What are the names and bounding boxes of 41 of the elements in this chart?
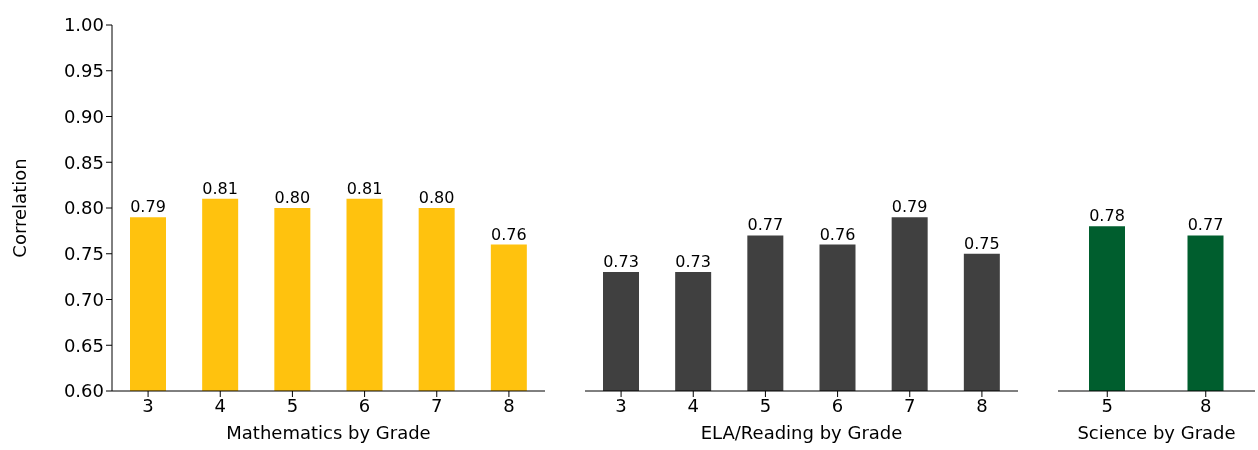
- x-tick-label: 4: [214, 394, 226, 416]
- y-axis-title: Correlation: [9, 158, 31, 258]
- data-label: 0.77: [747, 215, 784, 235]
- data-label: 0.81: [346, 178, 383, 198]
- y-tick-label: 0.60: [63, 380, 104, 402]
- x-tick-label: 6: [358, 394, 371, 416]
- x-tick-label: 3: [615, 394, 627, 416]
- y-tick-label: 0.70: [63, 288, 104, 310]
- data-label: 0.80: [274, 188, 311, 207]
- y-tick-label: 0.95: [63, 60, 104, 82]
- x-tick-label: 5: [1101, 394, 1113, 416]
- y-tick-label: 0.80: [63, 197, 104, 219]
- data-label: 0.75: [964, 233, 1000, 253]
- y-tick-label: 0.90: [63, 105, 104, 127]
- x-tick-label: 5: [759, 394, 772, 416]
- data-label: 0.81: [202, 178, 238, 198]
- x-tick-label: 8: [976, 394, 988, 416]
- x-tick-label: 7: [904, 394, 916, 416]
- data-label: 0.73: [675, 252, 711, 272]
- x-tick-label: 6: [831, 394, 844, 416]
- data-label: 0.79: [891, 197, 928, 217]
- x-tick-label: 7: [431, 394, 443, 416]
- y-tick-label: 0.65: [63, 334, 104, 356]
- data-label: 0.76: [491, 224, 527, 244]
- x-tick-label: 3: [142, 394, 154, 416]
- data-label: 0.76: [819, 224, 856, 244]
- y-tick-label: 0.85: [63, 151, 104, 173]
- x-tick-label: 5: [286, 394, 299, 416]
- x-tick-label: 8: [1200, 394, 1212, 416]
- data-label: 0.77: [1187, 215, 1224, 235]
- data-label: 0.78: [1089, 206, 1125, 226]
- y-tick-label: 0.75: [63, 243, 104, 265]
- x-axis-title: ELA/Reading by Grade: [700, 422, 903, 443]
- x-tick-label: 8: [503, 394, 515, 416]
- x-axis-title: Mathematics by Grade: [226, 422, 431, 443]
- x-axis-title: Science by Grade: [1077, 422, 1236, 443]
- x-tick-label: 4: [687, 394, 699, 416]
- y-tick-label: 1.00: [63, 14, 104, 36]
- data-label: 0.80: [418, 188, 455, 207]
- data-label: 0.73: [603, 252, 639, 272]
- data-label: 0.79: [130, 197, 166, 217]
